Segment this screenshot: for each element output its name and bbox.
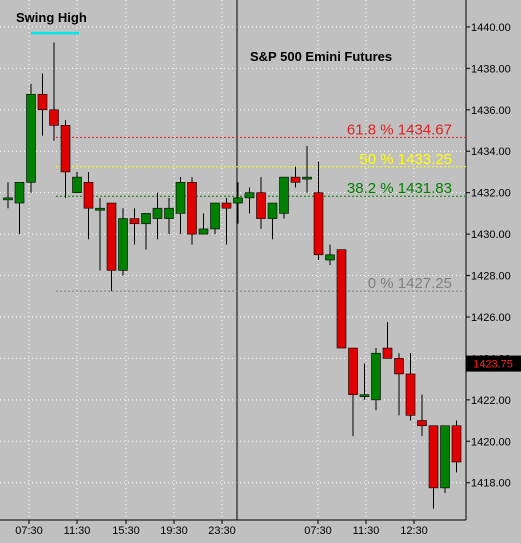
y-tick-label: 1430.00: [471, 229, 511, 241]
plot-background: [0, 0, 466, 520]
candles: [3, 42, 462, 509]
candle-down: [221, 202, 232, 209]
x-tick-label: 07:30: [304, 525, 332, 537]
candle-down: [382, 347, 393, 359]
x-tick-label: 07:30: [15, 525, 43, 537]
candle-up: [152, 207, 163, 219]
candle-up: [3, 197, 13, 201]
candle-up: [95, 207, 105, 211]
y-gridlines: [0, 26, 466, 484]
candle-up: [164, 207, 174, 219]
candle-up: [440, 425, 450, 489]
candle-up: [267, 202, 278, 219]
x-tick-label: 19:30: [160, 525, 188, 537]
candle-down: [129, 218, 140, 225]
candle-up: [371, 352, 381, 401]
fib-38-2-label: 38.2 % 1431.83: [347, 180, 452, 197]
candle-up: [279, 176, 289, 214]
candle-down: [60, 125, 71, 173]
candle-up: [325, 254, 335, 261]
candle-up: [198, 228, 209, 235]
candle-down: [394, 358, 404, 375]
candle-down: [336, 249, 347, 349]
candle-down: [187, 182, 197, 235]
candle-up: [302, 176, 312, 180]
y-tick-label: 1432.00: [471, 188, 511, 200]
y-tick-label: 1428.00: [471, 271, 511, 283]
candle-up: [72, 176, 82, 193]
candle-down: [451, 425, 462, 463]
y-tick-label: 1422.00: [471, 395, 511, 407]
x-tick-label: 11:30: [353, 525, 380, 537]
annotations: Swing High: [16, 10, 87, 35]
candle-down: [428, 425, 439, 489]
x-tick-label: 12:30: [400, 525, 428, 537]
y-tick-label: 1440.00: [471, 22, 511, 34]
last-price-label: 1423.75: [473, 359, 513, 371]
fibonacci-levels: 61.8 % 1434.67 50 % 1433.25 38.2 % 1431.83…: [56, 121, 466, 292]
candle-up: [175, 182, 186, 214]
chart-title: S&P 500 Emini Futures: [250, 49, 392, 64]
candle-up: [26, 93, 36, 183]
candle-down: [256, 192, 266, 219]
y-tick-label: 1426.00: [471, 312, 511, 324]
candle-down: [106, 202, 117, 271]
y-tick-label: 1436.00: [471, 105, 511, 117]
candle-down: [290, 176, 301, 183]
fib-50-label: 50 % 1433.25: [359, 151, 452, 168]
x-tick-label: 15:30: [112, 525, 140, 537]
candle-up: [118, 218, 128, 271]
candle-down: [417, 420, 427, 427]
fib-0-label: 0 % 1427.25: [368, 275, 452, 292]
candle-down: [49, 109, 59, 126]
price-axis-panel: [466, 0, 521, 520]
y-tick-label: 1434.00: [471, 146, 511, 158]
candle-down: [83, 182, 94, 209]
time-tick-labels: 07:30 11:30 15:30 19:30 23:30 07:30 11:30 12:30: [15, 520, 428, 537]
candle-up: [244, 192, 255, 199]
candle-up: [233, 197, 243, 204]
swing-high-label: Swing High: [16, 10, 87, 25]
candle-down: [348, 347, 358, 395]
y-tick-label: 1418.00: [471, 478, 511, 490]
candle-up: [141, 213, 151, 225]
last-price-box: [466, 355, 521, 372]
last-price-marker: 1423.75: [466, 355, 521, 372]
candle-down: [37, 93, 48, 111]
time-axis-panel: [0, 520, 521, 538]
candle-up: [359, 394, 370, 397]
x-tick-label: 23:30: [208, 525, 236, 537]
candle-up: [210, 202, 220, 230]
fib-61-8-label: 61.8 % 1434.67: [347, 121, 452, 138]
candle-down: [405, 373, 416, 416]
y-tick-label: 1438.00: [471, 63, 511, 75]
y-tick-label: 1420.00: [471, 436, 511, 448]
candle-up: [14, 182, 25, 204]
x-tick-label: 11:30: [64, 525, 91, 537]
candle-down: [313, 192, 324, 256]
